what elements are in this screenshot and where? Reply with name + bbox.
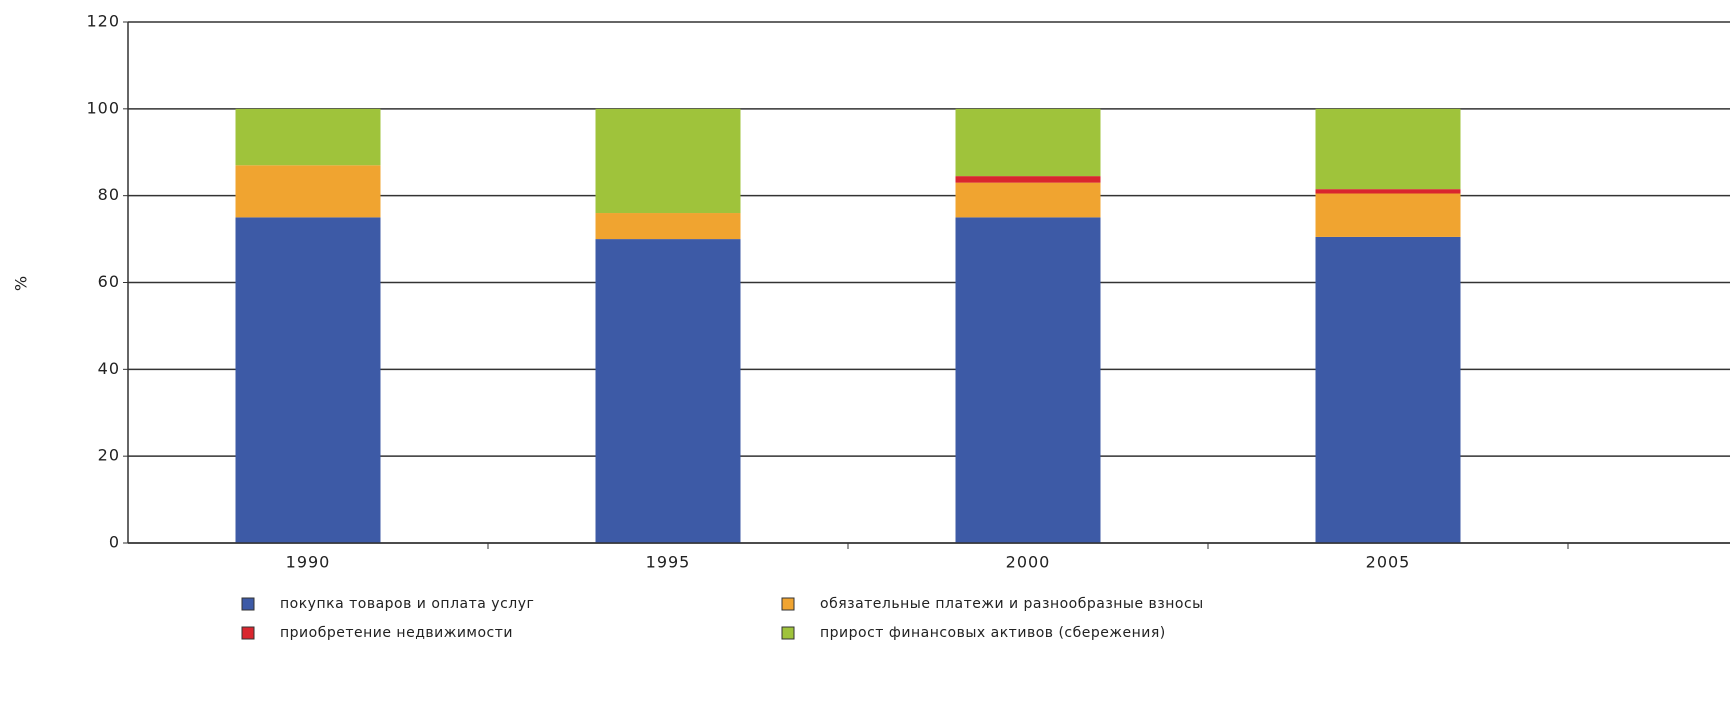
legend-swatch xyxy=(241,597,255,611)
bar-segment xyxy=(1315,108,1461,190)
x-tick-label: 1990 xyxy=(286,553,331,572)
y-tick-label: 100 xyxy=(86,98,120,117)
bar-segment xyxy=(955,176,1101,183)
bar-segment xyxy=(955,217,1101,543)
legend-label: обязательные платежи и разнообразные взн… xyxy=(820,596,1204,612)
legend-label: прирост финансовых активов (сбережения) xyxy=(820,625,1166,641)
y-tick-label: 20 xyxy=(98,446,120,465)
bar-segment xyxy=(595,213,741,240)
bar-segment xyxy=(1315,236,1461,543)
y-tick-label: 40 xyxy=(98,359,120,378)
legend-swatch xyxy=(781,597,795,611)
y-axis-label: % xyxy=(12,275,31,291)
bar-segment xyxy=(955,108,1101,177)
y-tick-label: 0 xyxy=(109,533,120,552)
x-tick-label: 1995 xyxy=(646,553,691,572)
bar-segment xyxy=(1315,193,1461,237)
x-tick-label: 2005 xyxy=(1366,553,1411,572)
y-tick-label: 60 xyxy=(98,272,120,291)
y-tick-label: 120 xyxy=(86,12,120,31)
x-tick-label: 2000 xyxy=(1006,553,1051,572)
bar-segment xyxy=(1315,189,1461,194)
legend-swatch xyxy=(781,626,795,640)
bar-segment xyxy=(235,108,381,166)
legend-swatch xyxy=(241,626,255,640)
bar-segment xyxy=(235,217,381,543)
bar-segment xyxy=(235,165,381,218)
legend-label: покупка товаров и оплата услуг xyxy=(280,596,534,612)
bar-segment xyxy=(955,182,1101,218)
bar-segment xyxy=(595,239,741,544)
bar-segment xyxy=(595,108,741,214)
legend-label: приобретение недвижимости xyxy=(280,625,513,641)
y-tick-label: 80 xyxy=(98,185,120,204)
